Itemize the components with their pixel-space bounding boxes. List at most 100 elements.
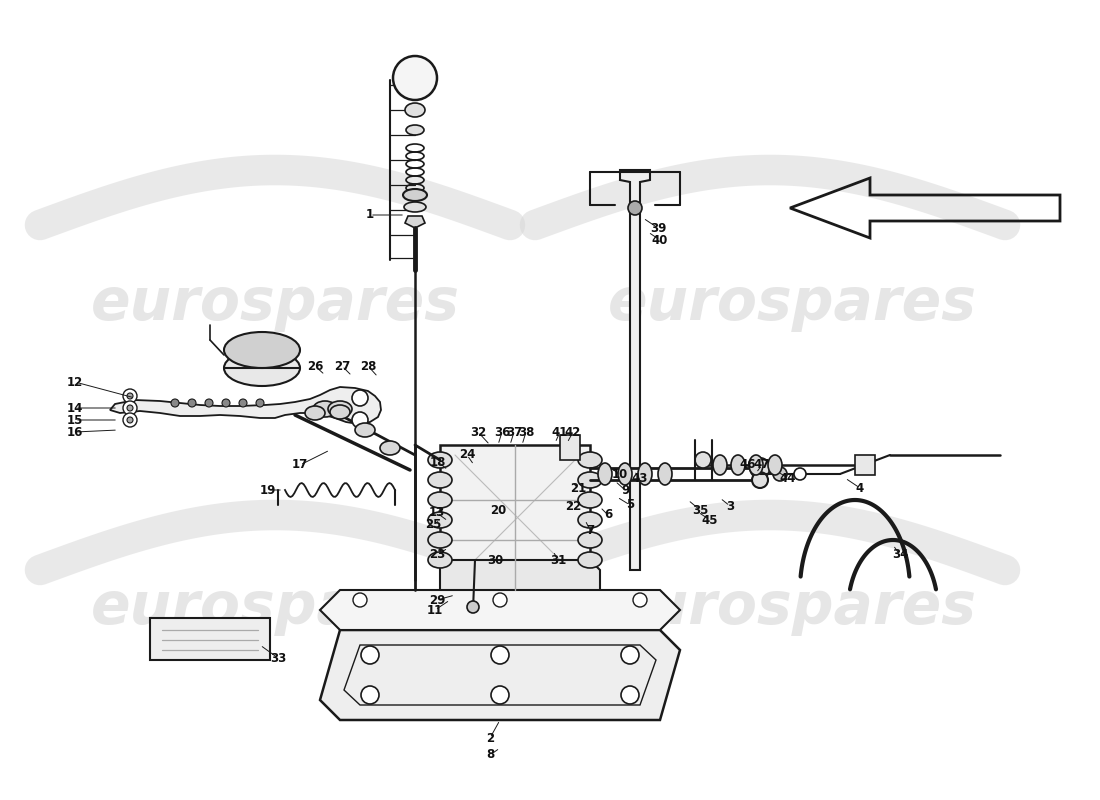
- Circle shape: [188, 399, 196, 407]
- Ellipse shape: [224, 332, 300, 368]
- Circle shape: [468, 601, 478, 613]
- Ellipse shape: [658, 463, 672, 485]
- Text: 7: 7: [586, 523, 594, 537]
- Circle shape: [205, 399, 213, 407]
- Circle shape: [632, 593, 647, 607]
- Text: 15: 15: [67, 414, 84, 426]
- Circle shape: [491, 686, 509, 704]
- Ellipse shape: [404, 202, 426, 212]
- Text: 43: 43: [631, 471, 648, 485]
- Circle shape: [352, 412, 368, 428]
- Text: 1: 1: [366, 209, 374, 222]
- Circle shape: [126, 393, 133, 399]
- Text: 18: 18: [430, 455, 447, 469]
- Text: 20: 20: [490, 503, 506, 517]
- Circle shape: [794, 468, 806, 480]
- Ellipse shape: [428, 492, 452, 508]
- Text: 10: 10: [612, 469, 628, 482]
- Circle shape: [393, 56, 437, 100]
- Ellipse shape: [355, 423, 375, 437]
- Text: 33: 33: [270, 651, 286, 665]
- Polygon shape: [150, 618, 270, 660]
- Ellipse shape: [578, 452, 602, 468]
- Text: 45: 45: [702, 514, 718, 526]
- Polygon shape: [320, 630, 680, 720]
- Circle shape: [361, 686, 379, 704]
- Circle shape: [750, 458, 770, 478]
- Ellipse shape: [428, 512, 452, 528]
- Text: eurospares: eurospares: [607, 579, 977, 637]
- Text: 23: 23: [429, 549, 446, 562]
- Polygon shape: [440, 560, 600, 600]
- Circle shape: [352, 390, 368, 406]
- Ellipse shape: [305, 406, 324, 420]
- Text: 39: 39: [650, 222, 667, 234]
- Text: 26: 26: [307, 359, 323, 373]
- Ellipse shape: [598, 463, 612, 485]
- Text: 35: 35: [692, 503, 708, 517]
- Text: 30: 30: [487, 554, 503, 566]
- Circle shape: [773, 467, 786, 481]
- Text: 38: 38: [518, 426, 535, 438]
- Text: 36: 36: [494, 426, 510, 438]
- Ellipse shape: [578, 492, 602, 508]
- Text: 47: 47: [754, 458, 770, 471]
- Circle shape: [752, 472, 768, 488]
- Text: 16: 16: [67, 426, 84, 438]
- Circle shape: [170, 399, 179, 407]
- Ellipse shape: [328, 401, 352, 417]
- Circle shape: [353, 593, 367, 607]
- Ellipse shape: [578, 472, 602, 488]
- Circle shape: [491, 646, 509, 664]
- Text: 19: 19: [260, 483, 276, 497]
- Text: 24: 24: [459, 449, 475, 462]
- Circle shape: [621, 686, 639, 704]
- Circle shape: [361, 646, 379, 664]
- Text: 5: 5: [626, 498, 634, 511]
- Ellipse shape: [224, 350, 300, 386]
- Polygon shape: [620, 170, 650, 570]
- Circle shape: [628, 201, 642, 215]
- Ellipse shape: [428, 472, 452, 488]
- Text: 28: 28: [360, 359, 376, 373]
- Ellipse shape: [638, 463, 652, 485]
- Text: 44: 44: [780, 471, 796, 485]
- Circle shape: [239, 399, 248, 407]
- Text: 34: 34: [892, 549, 909, 562]
- Text: 8: 8: [486, 749, 494, 762]
- Ellipse shape: [330, 405, 350, 419]
- Text: 31: 31: [550, 554, 566, 566]
- Circle shape: [123, 389, 138, 403]
- Ellipse shape: [428, 552, 452, 568]
- Ellipse shape: [713, 455, 727, 475]
- Circle shape: [123, 401, 138, 415]
- Text: 9: 9: [620, 483, 629, 497]
- Ellipse shape: [428, 452, 452, 468]
- Ellipse shape: [618, 463, 632, 485]
- Text: 37: 37: [506, 426, 522, 438]
- Text: 40: 40: [652, 234, 668, 246]
- Circle shape: [621, 646, 639, 664]
- Ellipse shape: [405, 103, 425, 117]
- Ellipse shape: [578, 532, 602, 548]
- Text: eurospares: eurospares: [607, 275, 977, 333]
- Circle shape: [493, 593, 507, 607]
- Text: 27: 27: [334, 359, 350, 373]
- Circle shape: [123, 413, 138, 427]
- Text: 41: 41: [552, 426, 569, 438]
- Polygon shape: [405, 216, 425, 228]
- Text: 4: 4: [856, 482, 865, 494]
- Text: 25: 25: [425, 518, 441, 531]
- Ellipse shape: [749, 455, 763, 475]
- Text: 32: 32: [470, 426, 486, 438]
- Ellipse shape: [379, 441, 400, 455]
- Circle shape: [695, 452, 711, 468]
- Text: 46: 46: [739, 458, 757, 471]
- Ellipse shape: [314, 401, 337, 417]
- Ellipse shape: [578, 552, 602, 568]
- Text: 3: 3: [726, 499, 734, 513]
- Ellipse shape: [732, 455, 745, 475]
- Circle shape: [126, 417, 133, 423]
- Text: 13: 13: [429, 506, 446, 519]
- Text: 21: 21: [570, 482, 586, 494]
